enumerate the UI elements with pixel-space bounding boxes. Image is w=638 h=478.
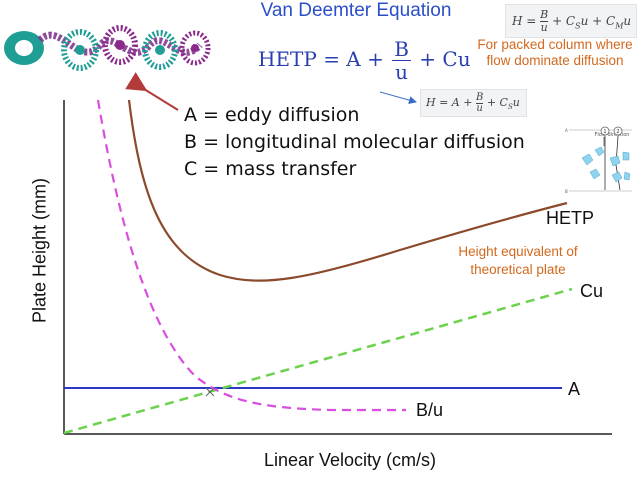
equation-rhs: + Cu [412,47,471,71]
inset-mark-a: A [565,128,568,133]
packed-eq-mid: u + C [580,14,616,28]
packed-column-figure: Flow direction A B 1 2 [565,126,632,194]
small-eq-rhs: + C [483,96,508,109]
eddy-arrow [125,72,179,111]
legend-longitudinal-diffusion: B = longitudinal molecular diffusion [184,131,525,153]
curve-cu-mass-transfer [63,287,573,435]
packed-eq-lhs: H = [512,14,541,28]
small-eq-denominator: u [476,102,483,114]
packed-eq-sub1: S [575,21,581,31]
inset-mark-2: 2 [616,129,619,135]
small-eq-lhs: H = A + [426,96,476,109]
label-a: A [568,379,581,399]
curve-bu-longitudinal-diffusion [96,99,406,412]
equation-numerator: B [392,37,411,61]
curve-hetp [127,99,568,282]
packed-column-equation: H = B u + CSu + CMu [505,4,637,38]
packed-column-note: For packed column where flow dominate di… [477,37,633,68]
legend-mass-transfer: C = mass transfer [184,158,357,180]
packed-eq-end: u [623,14,632,28]
small-equation: H = A + B u + CSu [420,89,527,117]
label-bu: B/u [416,400,444,420]
small-eq-numerator: B [475,91,484,104]
small-eq-sub: S [507,103,513,112]
x-axis-label: Linear Velocity (cm/s) [263,450,437,470]
inset-flow-label: Flow direction [595,132,630,138]
label-cu: Cu [580,281,604,301]
equation-lhs: HETP = A + [258,47,391,71]
inset-mark-1: 1 [603,129,606,135]
van-deemter-equation: HETP = A + B u + Cu [258,38,471,83]
small-equation-arrow [379,91,417,104]
inset-mark-b: B [565,189,568,194]
hetp-note: Height equivalent of theoretical plate [458,244,578,277]
vortex-illustration [4,25,211,71]
legend-eddy-diffusion: A = eddy diffusion [184,104,360,126]
label-hetp: HETP [546,208,595,228]
intersection-marker [205,387,215,397]
packed-eq-rhs: + C [548,14,576,28]
y-axis-label: Plate Height (mm) [29,177,50,324]
small-eq-end: u [512,96,520,109]
packed-eq-sub2: M [615,21,624,31]
packed-eq-denominator: u [540,21,548,34]
equation-denominator: u [395,60,409,84]
page-title: Van Deemter Equation [260,0,452,21]
packed-eq-numerator: B [540,8,549,22]
